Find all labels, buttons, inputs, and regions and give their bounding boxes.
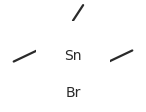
Text: Sn: Sn bbox=[64, 49, 82, 63]
Text: Br: Br bbox=[65, 85, 81, 99]
